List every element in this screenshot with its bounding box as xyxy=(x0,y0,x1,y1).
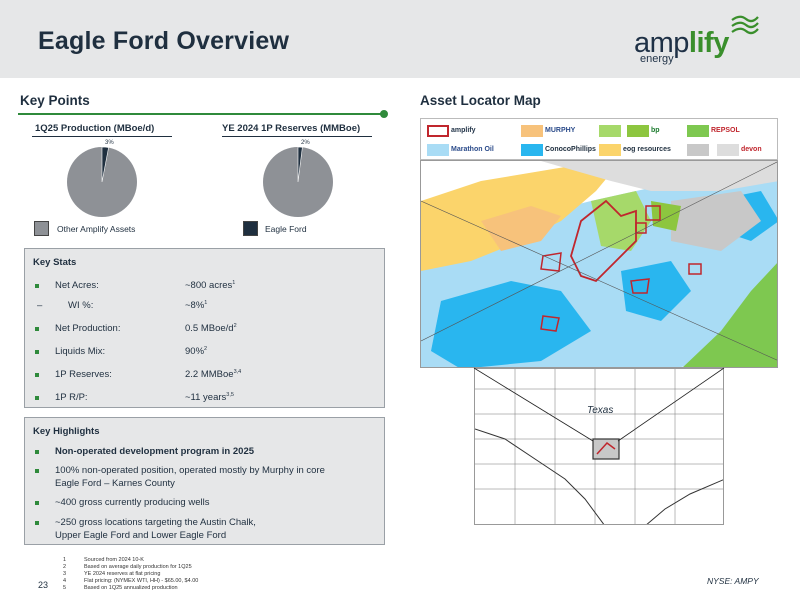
production-pie-rule xyxy=(32,136,172,137)
stat-value-net-acres: ~800 acres1 xyxy=(185,280,236,292)
logo-word-regular: amp xyxy=(634,27,689,59)
highlight-text: ~250 gross locations targeting the Austi… xyxy=(55,517,256,528)
footnote-number: 3 xyxy=(63,571,67,577)
reserves-pie xyxy=(263,146,333,217)
stat-label-liquids-mix: Liquids Mix: xyxy=(55,346,106,357)
footnote-text: Based on average daily production for 1Q… xyxy=(84,564,192,570)
footnote-text: Sourced from 2024 10-K xyxy=(84,557,144,563)
logo-waves-icon xyxy=(731,15,759,35)
production-pie-slice-eagle-ford xyxy=(101,146,109,183)
stat-value-net-production: 0.5 MBoe/d2 xyxy=(185,323,237,335)
footnote-text: Based on 1Q25 annualized production xyxy=(84,585,178,591)
map-legend: amplify MURPHY bp REPSOL Marathon Oil Co… xyxy=(420,118,778,160)
footnote-number: 4 xyxy=(63,578,67,584)
highlight-text: Non-operated development program in 2025 xyxy=(55,446,255,457)
reserves-pie-label: YE 2024 1P Reserves (MMBoe) xyxy=(222,123,361,134)
production-pie-label: 1Q25 Production (MBoe/d) xyxy=(35,123,155,134)
legend-label-eagle-ford: Eagle Ford xyxy=(265,224,307,234)
footnote-text: Flat pricing: (NYMEX WTI, HH) - $65.00, … xyxy=(84,578,199,584)
stat-label-net-acres: Net Acres: xyxy=(55,280,99,291)
highlight-text: 100% non-operated position, operated mos… xyxy=(55,465,325,476)
key-points-rule xyxy=(18,113,384,115)
texas-inset-map: Texas xyxy=(474,368,724,525)
asset-locator-map xyxy=(420,160,778,368)
highlight-text: ~400 gross currently producing wells xyxy=(55,497,210,508)
highlight-bullet xyxy=(35,501,39,505)
amplify-logo: amplify energy xyxy=(628,14,768,66)
reserves-pie-rule xyxy=(222,136,372,137)
key-highlights-title: Key Highlights xyxy=(33,426,100,437)
stat-value-liquids-mix: 90%2 xyxy=(185,346,208,358)
highlight-bullet xyxy=(35,450,39,454)
stock-ticker: NYSE: AMPY xyxy=(707,576,759,586)
key-stats-box xyxy=(24,248,385,408)
stat-label-net-production: Net Production: xyxy=(55,323,121,334)
footnote-number: 1 xyxy=(63,557,67,563)
stat-bullet xyxy=(35,396,39,400)
stat-bullet xyxy=(35,284,39,288)
key-highlights-box xyxy=(24,417,385,545)
stat-value-1p-rp: ~11 years3,5 xyxy=(185,392,234,404)
texas-map-drawing: Texas xyxy=(475,369,723,524)
map-heading: Asset Locator Map xyxy=(420,93,541,108)
legend-swatch-eagle-ford xyxy=(243,221,258,236)
key-stats-title: Key Stats xyxy=(33,257,77,268)
highlight-bullet xyxy=(35,521,39,525)
key-points-rule-dot xyxy=(380,110,388,118)
page-number: 23 xyxy=(38,580,49,590)
key-points-heading: Key Points xyxy=(20,93,90,108)
stat-dash: – xyxy=(37,300,43,311)
highlight-text: Eagle Ford – Karnes County xyxy=(55,478,175,489)
footnote-number: 5 xyxy=(63,585,67,591)
production-pie xyxy=(67,146,137,217)
logo-subtitle: energy xyxy=(640,53,674,65)
asset-map-drawing xyxy=(421,161,777,367)
stat-label-1p-reserves: 1P Reserves: xyxy=(55,369,112,380)
logo-word-bold: lify xyxy=(688,27,729,59)
stat-bullet xyxy=(35,350,39,354)
page-title: Eagle Ford Overview xyxy=(38,27,290,55)
highlight-bullet xyxy=(35,469,39,473)
stat-value-wi: ~8%1 xyxy=(185,300,208,312)
stat-label-1p-rp: 1P R/P: xyxy=(55,392,88,403)
legend-swatch-other xyxy=(34,221,49,236)
footnote-number: 2 xyxy=(63,564,67,570)
stat-value-1p-reserves: 2.2 MMBoe3,4 xyxy=(185,369,242,381)
reserves-pie-slice-eagle-ford xyxy=(297,146,303,183)
stat-label-wi: WI %: xyxy=(68,300,94,311)
stat-bullet xyxy=(35,327,39,331)
header-band xyxy=(0,0,800,78)
production-pie-pct: 3% xyxy=(105,140,114,146)
legend-label-other: Other Amplify Assets xyxy=(57,224,136,234)
highlight-text: Upper Eagle Ford and Lower Eagle Ford xyxy=(55,530,227,541)
reserves-pie-pct: 2% xyxy=(301,140,310,146)
footnote-text: YE 2024 reserves at flat pricing xyxy=(84,571,161,577)
stat-bullet xyxy=(35,373,39,377)
texas-label: Texas xyxy=(587,405,613,416)
